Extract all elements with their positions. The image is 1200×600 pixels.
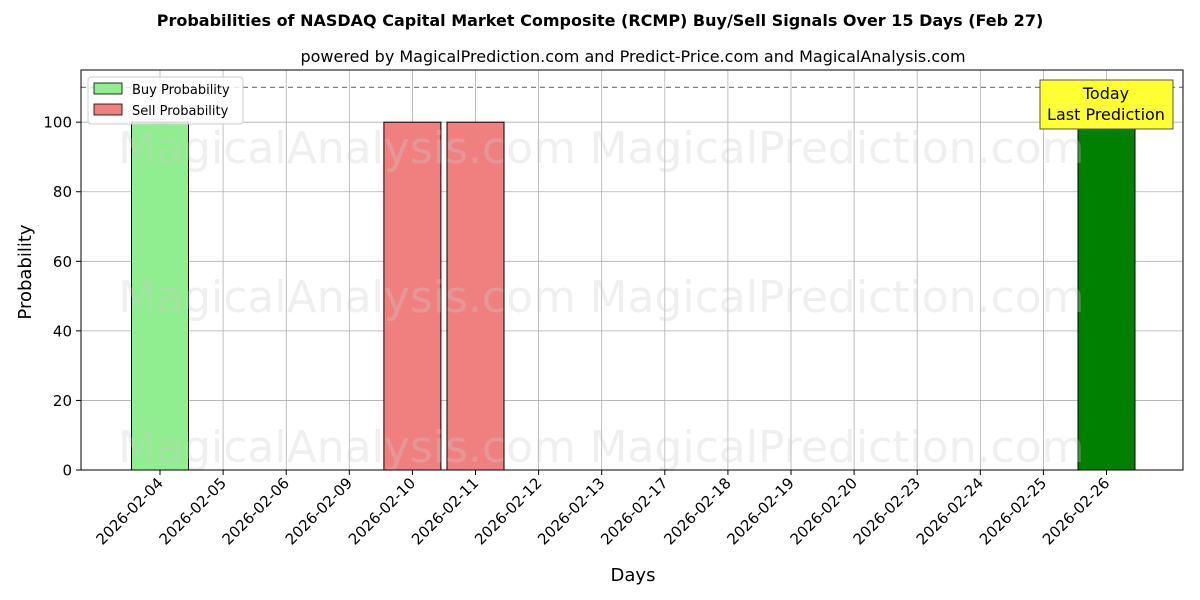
x-tick-label: 2026-02-26 — [1039, 474, 1113, 548]
x-tick-label: 2026-02-13 — [534, 474, 608, 548]
sell-bar-2026-02-11 — [446, 121, 505, 471]
x-tick-label: 2026-02-11 — [408, 474, 482, 548]
y-tick-label: 80 — [53, 183, 72, 201]
legend-box — [87, 76, 244, 125]
plot-frame — [80, 69, 1184, 471]
watermark-magicalprediction: MagicalPrediction.com — [590, 422, 1085, 473]
x-tick-label: 2026-02-18 — [660, 474, 734, 548]
x-tick-label: 2026-02-20 — [787, 474, 861, 548]
y-tick-label: 0 — [62, 462, 72, 480]
y-axis: 0 20 40 60 80 100 — [43, 114, 81, 480]
x-tick-label: 2026-02-04 — [92, 474, 166, 548]
x-tick-label: 2026-02-25 — [976, 474, 1050, 548]
x-tick-label: 2026-02-23 — [850, 474, 924, 548]
x-tick-label: 2026-02-12 — [471, 474, 545, 548]
y-tick-label: 20 — [53, 392, 72, 410]
chart-title: Probabilities of NASDAQ Capital Market C… — [157, 11, 1044, 30]
watermark-magicalprediction: MagicalPrediction.com — [590, 272, 1085, 323]
watermarks: MagicalAnalysis.com MagicalPrediction.com… — [118, 123, 1084, 473]
y-tick-label: 40 — [53, 322, 72, 340]
watermark-magicalanalysis: MagicalAnalysis.com — [118, 123, 576, 174]
prediction-bar-2026-02-26 — [1077, 121, 1136, 471]
x-tick-label: 2026-02-06 — [219, 474, 293, 548]
today-annotation: Today Last Prediction — [1039, 79, 1174, 130]
watermark-magicalanalysis: MagicalAnalysis.com — [118, 272, 576, 323]
x-tick-label: 2026-02-10 — [345, 474, 419, 548]
y-axis-label: Probability — [15, 224, 36, 319]
legend-label-buy: Buy Probability — [132, 83, 230, 98]
legend: Buy Probability Sell Probability — [87, 76, 244, 125]
x-axis: 2026-02-042026-02-052026-02-062026-02-09… — [92, 470, 1113, 548]
x-tick-label: 2026-02-09 — [282, 474, 356, 548]
x-tick-label: 2026-02-24 — [913, 474, 987, 548]
y-tick-label: 60 — [53, 253, 72, 271]
x-tick-label: 2026-02-17 — [597, 474, 671, 548]
x-axis-label: Days — [611, 565, 656, 586]
watermark-magicalanalysis: MagicalAnalysis.com — [118, 422, 576, 473]
x-tick-label: 2026-02-19 — [723, 474, 797, 548]
legend-label-sell: Sell Probability — [132, 104, 229, 119]
annotation-line-2: Last Prediction — [1047, 105, 1165, 124]
chart-subtitle: powered by MagicalPrediction.com and Pre… — [300, 47, 965, 66]
watermark-magicalprediction: MagicalPrediction.com — [590, 123, 1085, 174]
annotation-line-1: Today — [1082, 84, 1129, 103]
annotation-box — [1039, 79, 1174, 130]
y-tick-label: 100 — [43, 114, 72, 132]
x-tick-label: 2026-02-05 — [156, 474, 230, 548]
legend-swatch-sell — [93, 103, 123, 116]
legend-swatch-buy — [93, 82, 123, 95]
